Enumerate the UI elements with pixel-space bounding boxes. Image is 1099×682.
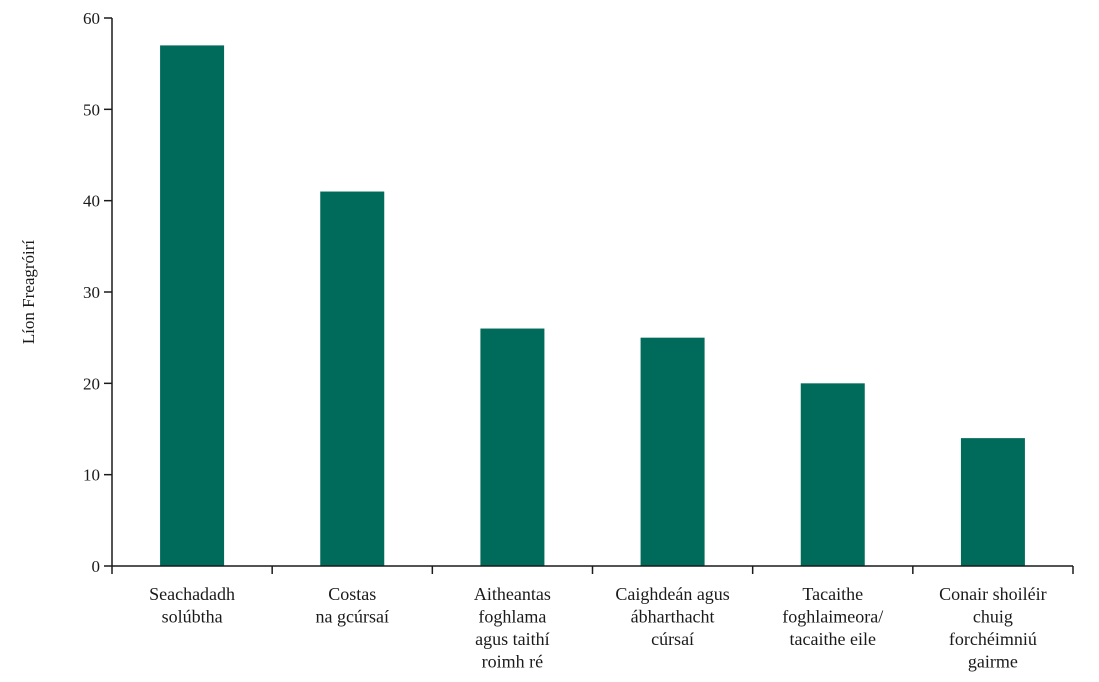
x-category-label: Caighdeán agus ábharthacht cúrsaí [615, 584, 729, 649]
x-category-label: Seachadadh solúbtha [149, 584, 235, 627]
bar [480, 328, 545, 566]
bar [960, 438, 1025, 566]
y-tick-label: 30 [83, 283, 100, 302]
x-category-label: Costas na gcúrsaí [316, 584, 389, 627]
x-category-label: Tacaithe foghlaimeora/tacaithe eile [782, 584, 883, 649]
bars-group [160, 45, 1025, 567]
x-category-label: Aitheantas foghlama agus taithí roimh ré [474, 584, 551, 672]
y-tick-label: 60 [83, 9, 100, 28]
bar [320, 191, 385, 567]
y-tick-label: 40 [83, 192, 100, 211]
x-ticks-group [111, 566, 1074, 574]
y-tick-label: 10 [83, 466, 100, 485]
y-axis-title: Líon Freagróirí [19, 240, 38, 345]
bar [640, 337, 705, 566]
bar [160, 45, 225, 566]
x-category-label: Conair shoiléir chuig forchéimniú gairme [939, 584, 1046, 672]
bar [800, 383, 865, 566]
y-tick-label: 0 [92, 557, 101, 576]
y-ticks-group: 0 10 20 30 40 50 60 [83, 9, 112, 576]
y-tick-label: 50 [83, 100, 100, 119]
x-labels-group: Seachadadh solúbtha Costas na gcúrsaí Aithea… [149, 584, 1047, 672]
y-tick-label: 20 [83, 374, 100, 393]
